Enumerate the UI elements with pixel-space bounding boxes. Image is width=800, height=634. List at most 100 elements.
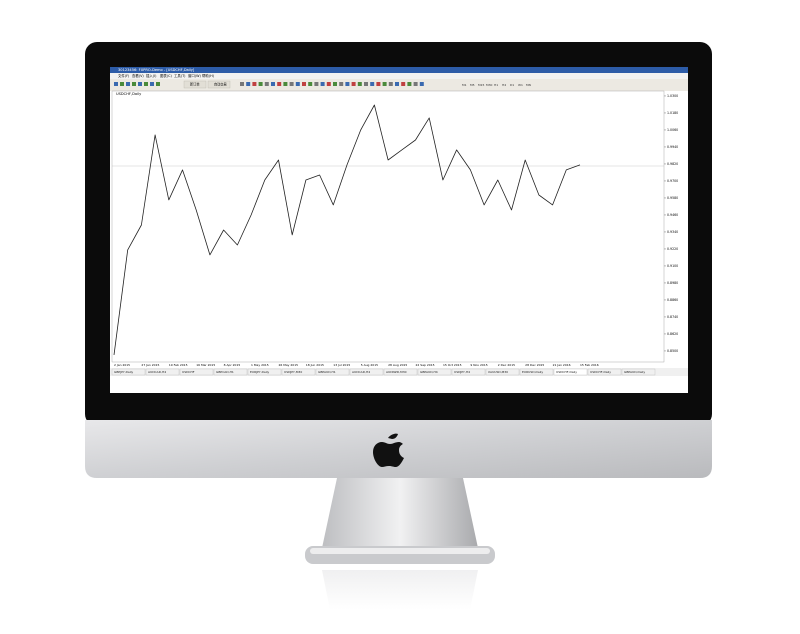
toolbar-icon	[314, 82, 319, 86]
toolbar-icon	[156, 82, 160, 86]
timeframe-button: H4	[502, 83, 506, 87]
toolbar-icon	[370, 82, 375, 86]
menu-item: 窗口(W)	[188, 73, 201, 78]
x-tick-label: 28 Aug 2015	[388, 363, 407, 367]
chart-tab-label: USDCHF	[182, 370, 195, 374]
y-tick-label: 1.0060	[667, 128, 678, 132]
toolbar-icon	[333, 82, 337, 86]
y-tick-label: 0.9940	[667, 145, 678, 149]
chart-tab	[281, 368, 316, 376]
toolbar-icon	[271, 82, 275, 86]
y-tick-label: 0.9700	[667, 179, 678, 183]
chart-tab	[213, 368, 248, 376]
x-tick-label: 18 Jun 2015	[306, 363, 324, 367]
chart-area	[111, 90, 665, 363]
toolbar-icon	[277, 82, 282, 86]
toolbar-icon	[339, 82, 344, 86]
title-bar	[110, 67, 688, 73]
timeframe-button: W1	[518, 83, 523, 87]
y-tick-label: 0.8740	[667, 315, 678, 319]
toolbar-icon	[413, 82, 418, 86]
y-tick-label: 0.8980	[667, 281, 678, 285]
chart-tab	[145, 368, 180, 376]
toolbar-icon	[326, 82, 331, 86]
menu-item: 插入(I)	[146, 73, 157, 78]
y-tick-label: 0.8500	[667, 349, 678, 353]
toolbar-icon	[295, 82, 300, 86]
chart-tab-label: GBPAUD,H4	[420, 370, 438, 374]
x-tick-label: 16 Mar 2015	[196, 363, 215, 367]
menu-item: 查看(V)	[132, 73, 144, 78]
x-tick-label: 27 Jan 2015	[141, 363, 159, 367]
x-tick-label: 8 Apr 2015	[224, 363, 241, 367]
chart-tab-label: USDJPY,H4	[454, 370, 470, 374]
toolbar-icon	[407, 82, 412, 86]
stand-highlight	[310, 548, 490, 554]
chart-tab-label: GBPCAD,H1	[216, 370, 234, 374]
toolbar-icon	[138, 82, 142, 86]
chart-tab-label: EURUSD,Daily	[522, 370, 543, 374]
toolbar-button-label: 自动交易	[214, 82, 227, 87]
window-title: 30123456: FXPRO-Demo - [USDCHF,Daily]	[118, 68, 195, 72]
toolbar-icon	[150, 82, 154, 86]
x-tick-label: 1 May 2015	[251, 363, 269, 367]
timeframe-button: M5	[470, 83, 475, 87]
x-tick-label: 19 Feb 2015	[169, 363, 188, 367]
toolbar-icon	[388, 82, 393, 86]
chart-tab	[621, 368, 656, 376]
toolbar-button-label: 新订单	[190, 82, 200, 87]
toolbar-icon	[120, 82, 124, 86]
y-tick-label: 0.9580	[667, 196, 678, 200]
x-tick-label: 28 Dec 2015	[525, 363, 544, 367]
toolbar-icon	[246, 82, 251, 86]
chart-label: USDCHF,Daily	[116, 92, 142, 96]
toolbar-icon	[376, 82, 381, 86]
chart-tab	[383, 368, 418, 376]
y-tick-label: 0.8860	[667, 298, 678, 302]
chart-tab	[519, 368, 554, 376]
x-tick-label: 5 Aug 2015	[361, 363, 378, 367]
chart-tab	[587, 368, 622, 376]
toolbar-icon	[395, 82, 399, 86]
chart-tab	[111, 368, 146, 376]
chart-tab-label: EURJPY,Daily	[250, 370, 269, 374]
chart-tab-label: AUDCAD,H4	[148, 370, 166, 374]
toolbar-icon	[289, 82, 294, 86]
menu-bar	[110, 73, 688, 79]
chart-tab-label: GBPAUD,H1	[318, 370, 336, 374]
x-tick-label: 26 May 2015	[278, 363, 298, 367]
y-tick-label: 0.9100	[667, 264, 678, 268]
y-tick-label: 1.0300	[667, 94, 678, 98]
menu-item: 文件(F)	[118, 73, 130, 78]
chart-tab-label: XAUUSD,M30	[488, 370, 508, 374]
toolbar-icon	[240, 82, 244, 86]
toolbar-icon	[345, 82, 350, 86]
x-tick-label: 2 Jan 2015	[114, 363, 130, 367]
x-tick-label: 9 Nov 2015	[470, 363, 487, 367]
timeframe-button: H1	[494, 83, 498, 87]
y-tick-label: 0.8620	[667, 332, 678, 336]
timeframe-button: MN	[526, 83, 531, 87]
toolbar-icon	[302, 82, 306, 86]
toolbar-icon	[401, 82, 406, 86]
reflection	[322, 570, 478, 610]
chart-tab	[349, 368, 384, 376]
y-tick-label: 0.9340	[667, 230, 678, 234]
menu-item: 图表(C)	[160, 73, 172, 78]
price-line	[113, 104, 581, 355]
toolbar-icon	[144, 82, 148, 86]
toolbar-icon	[308, 82, 313, 86]
chart-tab	[485, 368, 520, 376]
toolbar-icon	[258, 82, 263, 86]
y-tick-label: 0.9220	[667, 247, 678, 251]
timeframe-button: M1	[462, 83, 467, 87]
toolbar-icon	[364, 82, 368, 86]
x-tick-label: 21 Jan 2016	[553, 363, 571, 367]
chart-tab-label: AUDCAD,H4	[352, 370, 370, 374]
chart-tab	[247, 368, 282, 376]
x-tick-label: 15 Oct 2015	[443, 363, 462, 367]
chart-tab	[315, 368, 350, 376]
toolbar-icon	[382, 82, 387, 86]
toolbar-icon	[283, 82, 288, 86]
